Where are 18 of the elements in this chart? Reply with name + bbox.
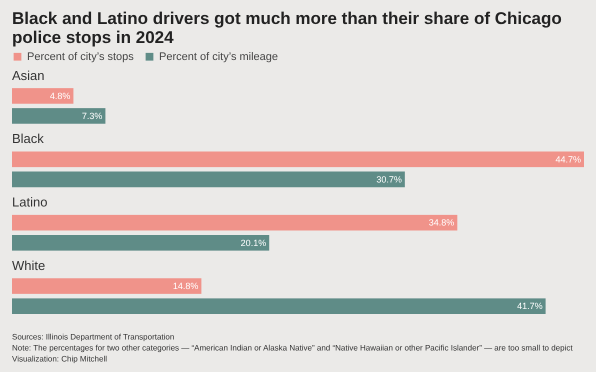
- data-label: 4.8%: [50, 90, 70, 101]
- legend-label: Percent of city’s mileage: [159, 50, 278, 63]
- text: Note: The percentages for two other categories — “American Indian or Alaska Native” and “Native Hawaiian or other Pacific Islander” — are too small to depict: [12, 344, 574, 352]
- data-label: 20.1%: [240, 238, 266, 248]
- data-label: 34.8%: [428, 218, 454, 228]
- y-tick-label: Latino: [12, 194, 48, 210]
- source-note: Sources: Illinois Department of Transportation: [12, 332, 174, 342]
- text: Visualization: Chip Mitchell: [12, 354, 108, 364]
- data-label: 41.7%: [517, 301, 543, 312]
- data-label: 7.3%: [82, 110, 102, 121]
- y-tick-label: Asian: [12, 68, 45, 83]
- data-label: 14.8%: [172, 281, 198, 292]
- chart-title: Black and Latino drivers got much more than their share of Chicago police stops in 2024: [12, 9, 562, 47]
- y-tick-label: White: [12, 258, 46, 274]
- data-label: 44.7%: [555, 154, 581, 164]
- data-label: 30.7%: [376, 174, 402, 184]
- legend-label: Percent of city’s stops: [27, 50, 134, 63]
- y-tick-label: Black: [12, 131, 44, 146]
